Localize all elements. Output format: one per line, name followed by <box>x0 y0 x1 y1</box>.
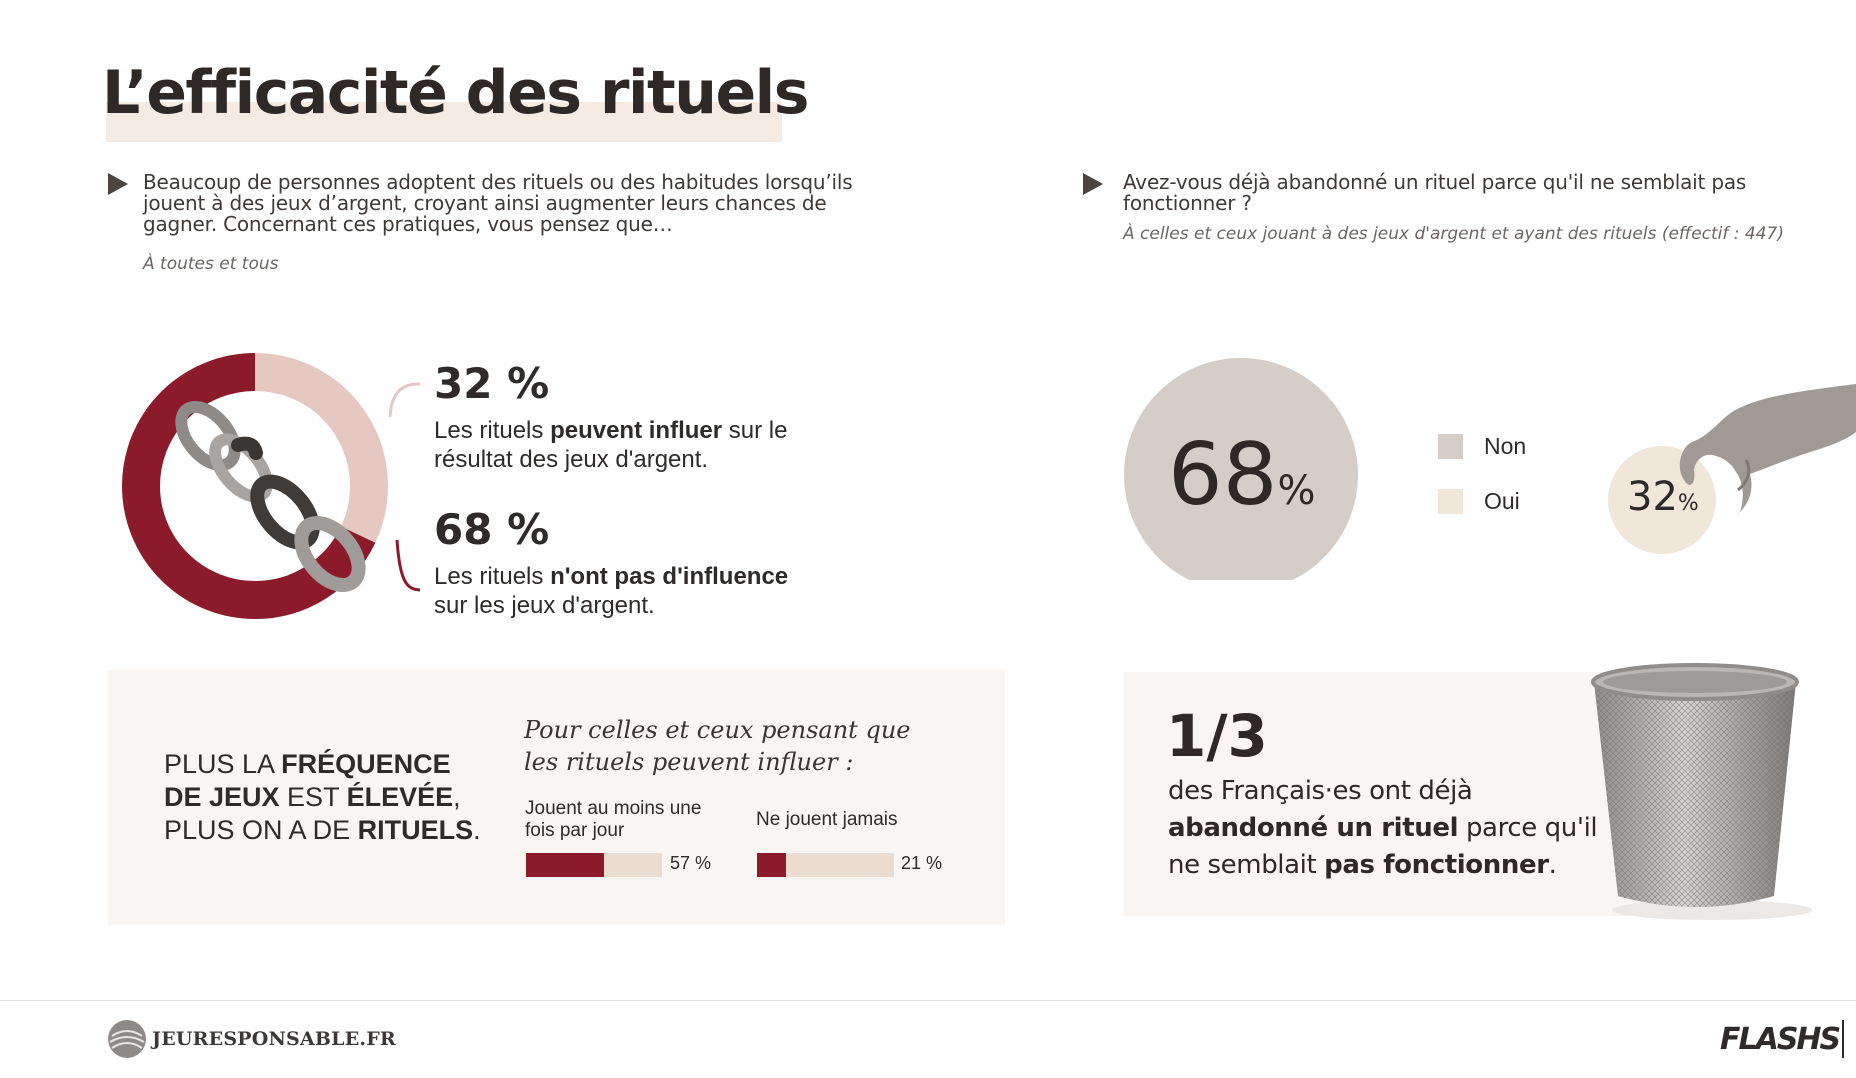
left-question-line: gagner. Concernant ces pratiques, vous p… <box>143 212 673 236</box>
legend-label-oui: Oui <box>1484 488 1520 514</box>
right-question-line: fonctionner ? <box>1123 191 1252 215</box>
logo-icon <box>108 1020 146 1058</box>
abandon-card <box>1123 672 1643 916</box>
left-question-line: Beaucoup de personnes adoptent des ritue… <box>143 170 853 194</box>
stat-percent-68: 68 % <box>434 505 550 554</box>
circle-big-label: 68% <box>1168 425 1316 525</box>
frequency-statement: PLUS LA FRÉQUENCE DE JEUX EST ÉLEVÉE, PL… <box>164 749 481 845</box>
right-question-base: À celles et ceux jouant à des jeux d'arg… <box>1123 224 1784 244</box>
frequency-card <box>108 670 1005 925</box>
page-title: L’efficacité des rituels <box>102 58 809 128</box>
circle-non <box>1124 358 1358 580</box>
bar-track <box>757 853 894 877</box>
play-icon <box>108 173 128 195</box>
hand-icon <box>1679 384 1856 516</box>
flashs-logo: FLASHS <box>1720 1022 1841 1057</box>
stat-text-32: Les rituels peuvent influer sur le résul… <box>434 417 788 473</box>
right-question: Avez-vous déjà abandonné un rituel parce… <box>1123 172 1843 214</box>
circle-small-label: 32% <box>1627 474 1699 520</box>
footer-divider <box>0 1000 1856 1001</box>
stat-text-68: Les rituels n'ont pas d'influence sur le… <box>434 563 789 619</box>
bar-label: Ne jouent jamais <box>756 809 898 830</box>
right-question-line: Avez-vous déjà abandonné un rituel parce… <box>1123 170 1747 194</box>
bar-value: 57 % <box>670 853 712 873</box>
left-question-base: À toutes et tous <box>143 254 279 274</box>
bar-fill <box>526 853 604 877</box>
left-question: Beaucoup de personnes adoptent des ritue… <box>143 172 923 235</box>
legend-swatch-non <box>1438 434 1463 459</box>
proportion-circles <box>1124 358 1856 580</box>
bar-fill <box>757 853 786 877</box>
fraction-stat: 1/3 <box>1166 702 1268 770</box>
donut-chart <box>122 353 420 619</box>
play-icon <box>1083 173 1103 195</box>
trash-bin-icon <box>1591 663 1812 920</box>
left-question-line: jouent à des jeux d’argent, croyant ains… <box>143 191 827 215</box>
chain-icon <box>175 400 366 592</box>
footer-accent-bar <box>1842 1020 1844 1058</box>
leader-line-32 <box>388 382 420 418</box>
donut-slice-1 <box>122 353 388 619</box>
bar-label: Jouent au moins une fois par jour <box>525 798 702 841</box>
title-highlight <box>106 102 782 142</box>
frequency-caption: Pour celles et ceux pensant que les ritu… <box>524 716 911 776</box>
stat-percent-32: 32 % <box>434 359 550 408</box>
bar-value: 21 % <box>901 853 943 873</box>
bar-track <box>526 853 662 877</box>
legend-label-non: Non <box>1484 433 1527 459</box>
leader-line-68 <box>395 539 420 592</box>
fraction-text: des Français·es ont déjà abandonné un ri… <box>1168 776 1598 880</box>
footer-brand[interactable]: JEURESPONSABLE.FR <box>152 1028 396 1050</box>
legend-swatch-oui <box>1438 489 1463 514</box>
